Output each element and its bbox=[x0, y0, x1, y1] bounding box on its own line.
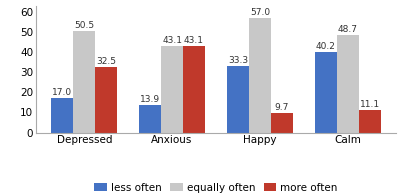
Bar bbox=[337, 35, 359, 133]
Bar bbox=[359, 110, 381, 133]
Bar bbox=[95, 67, 117, 133]
Text: 43.1: 43.1 bbox=[184, 36, 204, 45]
Bar bbox=[227, 66, 249, 133]
Text: 57.0: 57.0 bbox=[250, 8, 270, 17]
Bar bbox=[73, 31, 95, 133]
Bar bbox=[161, 46, 183, 133]
Text: 11.1: 11.1 bbox=[360, 100, 380, 109]
Text: 50.5: 50.5 bbox=[74, 21, 94, 30]
Text: 9.7: 9.7 bbox=[275, 103, 289, 112]
Bar bbox=[51, 98, 73, 133]
Text: 48.7: 48.7 bbox=[338, 25, 358, 34]
Text: 33.3: 33.3 bbox=[228, 56, 248, 65]
Bar bbox=[139, 105, 161, 133]
Legend: less often, equally often, more often: less often, equally often, more often bbox=[90, 178, 342, 195]
Bar bbox=[315, 52, 337, 133]
Text: 40.2: 40.2 bbox=[316, 42, 336, 51]
Text: 13.9: 13.9 bbox=[140, 95, 160, 104]
Bar bbox=[249, 18, 271, 133]
Text: 32.5: 32.5 bbox=[96, 57, 116, 66]
Bar bbox=[271, 113, 293, 133]
Text: 17.0: 17.0 bbox=[52, 88, 72, 97]
Text: 43.1: 43.1 bbox=[162, 36, 182, 45]
Bar bbox=[183, 46, 205, 133]
